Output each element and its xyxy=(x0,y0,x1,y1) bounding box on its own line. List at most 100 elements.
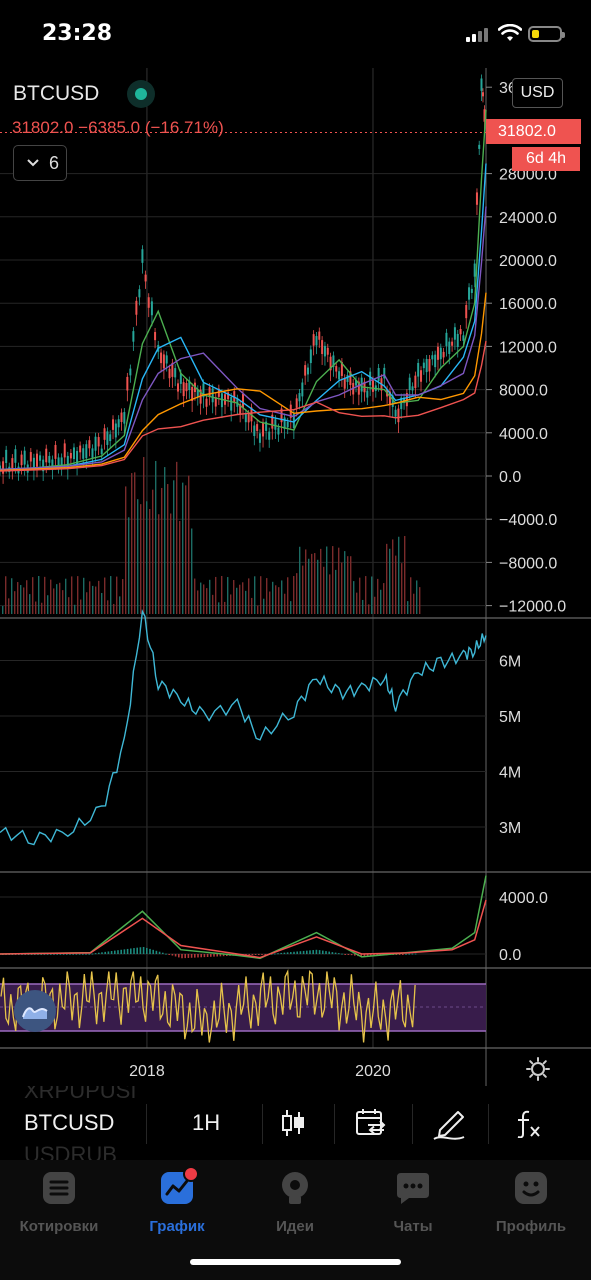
macd-hist-bar xyxy=(290,952,292,954)
tab-chart[interactable]: График xyxy=(118,1166,236,1235)
volume-bar xyxy=(50,579,52,614)
volume-bar xyxy=(182,482,184,614)
wifi-icon xyxy=(498,24,522,41)
volume-bar xyxy=(389,548,391,614)
macd-hist-bar xyxy=(69,953,71,955)
candle-body xyxy=(106,431,109,445)
candles-icon[interactable] xyxy=(281,1108,305,1138)
macd-hist-bar xyxy=(302,950,305,954)
volume-bar xyxy=(365,576,367,614)
candle-body xyxy=(88,440,91,449)
candle-body xyxy=(456,333,459,347)
home-indicator xyxy=(190,1259,401,1265)
candle-body xyxy=(244,412,247,423)
volume-bar xyxy=(254,576,256,614)
candle-body xyxy=(112,419,115,430)
macd-hist-bar xyxy=(411,953,414,955)
macd-hist-bar xyxy=(126,948,129,954)
tab-profile[interactable]: Профиль xyxy=(472,1170,590,1235)
volume-bar xyxy=(11,578,13,614)
replay-calendar-icon[interactable] xyxy=(354,1108,388,1138)
price-axis-label: 8000.0 xyxy=(499,383,548,400)
macd-hist-bar xyxy=(158,951,161,954)
volume-bar xyxy=(2,606,4,614)
chart-type-button[interactable] xyxy=(14,990,56,1032)
tab-quotes[interactable]: Котировки xyxy=(0,1170,118,1235)
obv-axis-label: 3M xyxy=(499,820,521,837)
macd-hist-bar xyxy=(366,954,369,957)
toolbar-divider xyxy=(262,1104,263,1144)
macd-hist-bar xyxy=(91,953,94,955)
candle-body xyxy=(436,346,439,360)
obv-line xyxy=(0,609,487,846)
candle-body xyxy=(114,423,117,438)
drawing-pen-icon[interactable] xyxy=(432,1108,468,1140)
indicators-toggle-button[interactable]: 6 xyxy=(13,145,67,181)
candle-body xyxy=(60,457,63,467)
candle-body xyxy=(271,414,274,429)
macd-hist-bar xyxy=(245,954,247,956)
volume-bar xyxy=(305,549,307,614)
candle-body xyxy=(468,287,471,300)
candle-body xyxy=(138,289,141,298)
macd-hist-bar xyxy=(62,953,65,955)
symbol-ghost-below: USDRUB xyxy=(24,1142,117,1160)
volume-bar xyxy=(92,585,94,614)
volume-bar xyxy=(95,586,97,614)
macd-hist-bar xyxy=(146,947,148,954)
volume-bar xyxy=(218,602,220,614)
tab-ideas[interactable]: Идеи xyxy=(236,1170,354,1235)
volume-bar xyxy=(191,528,193,614)
candle-body xyxy=(45,448,48,463)
volume-bar xyxy=(284,593,286,614)
candle-body xyxy=(473,263,476,277)
macd-hist-bar xyxy=(315,949,318,954)
candle-body xyxy=(42,459,45,472)
price-axis-label: 24000.0 xyxy=(499,210,557,227)
macd-hist-bar xyxy=(408,953,410,955)
volume-bar xyxy=(323,566,325,614)
candle-body xyxy=(475,192,478,205)
price-axis-label: 20000.0 xyxy=(499,253,557,270)
macd-hist-bar xyxy=(94,953,97,955)
currency-button[interactable]: USD xyxy=(512,78,563,108)
settings-icon[interactable] xyxy=(525,1056,551,1082)
price-chart[interactable]: 36000.028000.024000.020000.016000.012000… xyxy=(0,68,591,1086)
profile-smile-icon xyxy=(515,1172,547,1204)
volume-bar xyxy=(110,576,112,614)
chart-symbol[interactable]: BTCUSD xyxy=(13,82,100,105)
macd-hist-bar xyxy=(136,947,138,954)
candle-body xyxy=(165,355,168,364)
macd-hist-bar xyxy=(398,954,401,955)
volume-bar xyxy=(326,546,328,614)
indicators-fx-icon[interactable] xyxy=(514,1108,544,1138)
symbol-picker[interactable]: BTCUSD xyxy=(24,1110,115,1135)
volume-bar xyxy=(275,585,277,614)
macd-hist-bar xyxy=(142,946,145,954)
candle-body xyxy=(434,354,437,368)
volume-bar xyxy=(263,598,265,614)
macd-hist-bar xyxy=(30,953,33,955)
tab-chats[interactable]: Чаты xyxy=(354,1170,472,1235)
volume-bar xyxy=(176,461,178,614)
macd-hist-bar xyxy=(216,954,218,957)
macd-hist-bar xyxy=(123,949,126,954)
interval-picker[interactable]: 1H xyxy=(192,1110,221,1135)
candle-body xyxy=(312,334,315,346)
macd-hist-bar xyxy=(296,951,298,954)
volume-bar xyxy=(242,582,244,614)
volume-bar xyxy=(359,577,361,614)
macd-hist-bar xyxy=(46,953,49,955)
candle-body xyxy=(411,386,414,391)
volume-bar xyxy=(101,592,103,614)
macd-hist-bar xyxy=(174,954,177,957)
candle-body xyxy=(5,449,8,463)
volume-bar xyxy=(164,467,166,614)
macd-hist-bar xyxy=(155,950,158,954)
volume-bar xyxy=(410,577,412,614)
volume-bar xyxy=(41,602,43,614)
volume-bar xyxy=(239,584,241,614)
volume-bar xyxy=(68,597,70,614)
candle-body xyxy=(66,455,69,469)
candle-body xyxy=(453,327,456,340)
